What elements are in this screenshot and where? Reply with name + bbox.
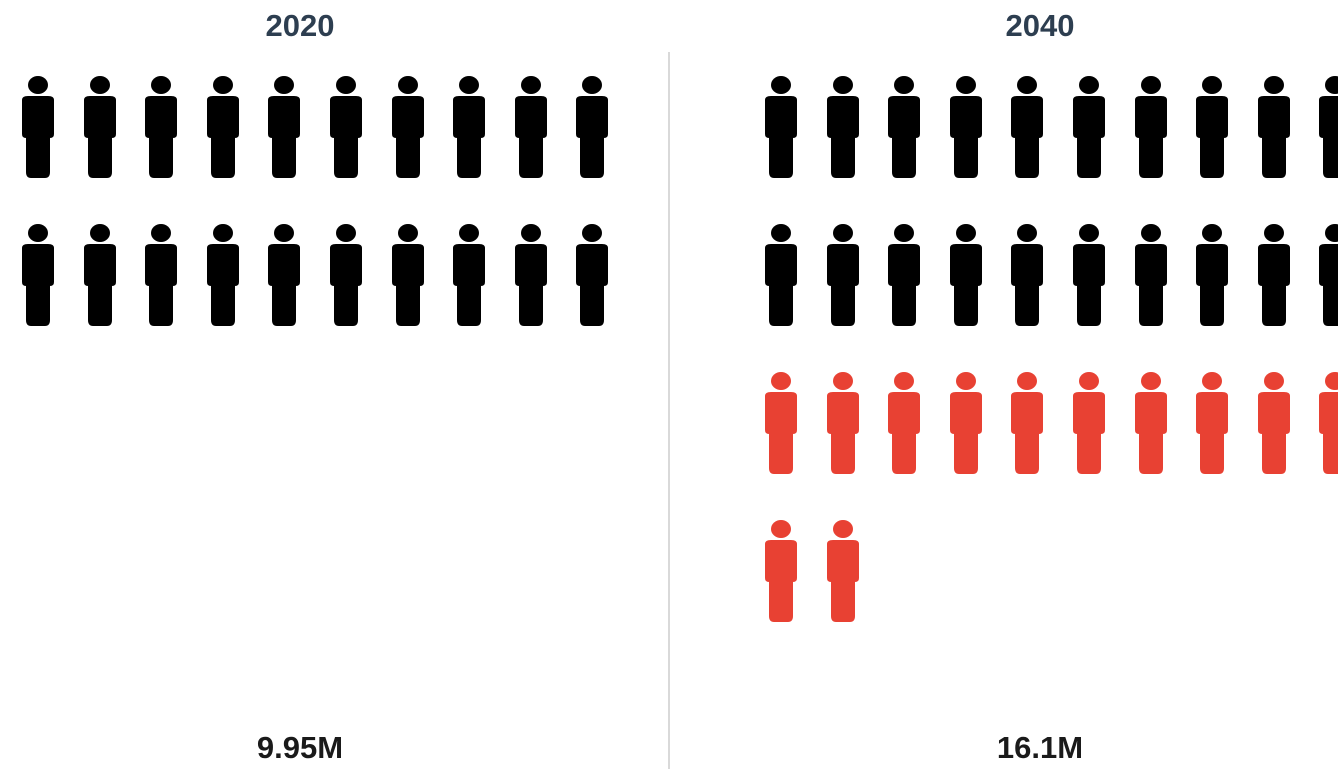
person-icon-added <box>944 370 988 476</box>
person-icon-added <box>882 370 926 476</box>
person-icon-existing <box>570 74 614 180</box>
person-icon-added <box>759 518 803 624</box>
person-icon-existing <box>262 74 306 180</box>
person-icon-existing <box>262 222 306 328</box>
panel-title-2020: 2020 <box>265 8 335 43</box>
person-icon-existing <box>1005 74 1049 180</box>
person-icon-existing <box>1190 222 1234 328</box>
total-label-2020: 9.95M <box>256 730 344 765</box>
person-icon-existing <box>1313 74 1338 180</box>
person-icon-existing <box>759 74 803 180</box>
person-icon-existing <box>16 74 60 180</box>
person-icon-added <box>759 370 803 476</box>
person-icon-existing <box>1067 222 1111 328</box>
person-icon-existing <box>1313 222 1338 328</box>
person-icon-existing <box>882 74 926 180</box>
person-icon-existing <box>821 222 865 328</box>
person-icon-existing <box>447 222 491 328</box>
person-icon-existing <box>139 222 183 328</box>
person-icon-added <box>821 518 865 624</box>
person-icon-existing <box>324 222 368 328</box>
person-icon-existing <box>1067 74 1111 180</box>
person-icon-added <box>1129 370 1173 476</box>
person-icon-existing <box>1129 74 1173 180</box>
person-icon-existing <box>821 74 865 180</box>
panel-2020: 2020 9.95M <box>0 0 668 769</box>
person-icon-existing <box>944 74 988 180</box>
person-icon-added <box>1190 370 1234 476</box>
person-icon-existing <box>386 74 430 180</box>
person-icon-existing <box>570 222 614 328</box>
person-icon-existing <box>139 74 183 180</box>
person-icon-existing <box>201 222 245 328</box>
person-icon-existing <box>386 222 430 328</box>
person-icon-existing <box>1129 222 1173 328</box>
person-icon-existing <box>1252 222 1296 328</box>
person-icon-existing <box>324 74 368 180</box>
person-icon-existing <box>944 222 988 328</box>
total-label-2040: 16.1M <box>996 730 1084 765</box>
person-icon-added <box>1313 370 1338 476</box>
person-icon-existing <box>447 74 491 180</box>
person-icon-existing <box>16 222 60 328</box>
panel-title-2040: 2040 <box>1005 8 1075 43</box>
person-icon-existing <box>759 222 803 328</box>
person-icon-added <box>821 370 865 476</box>
person-icon-added <box>1005 370 1049 476</box>
person-icon-existing <box>78 74 122 180</box>
person-icon-existing <box>509 222 553 328</box>
person-icon-existing <box>882 222 926 328</box>
person-icon-existing <box>201 74 245 180</box>
person-icon-existing <box>509 74 553 180</box>
person-icon-existing <box>78 222 122 328</box>
panel-divider <box>668 52 670 769</box>
person-icon-added <box>1252 370 1296 476</box>
person-icon-existing <box>1190 74 1234 180</box>
person-icon-existing <box>1252 74 1296 180</box>
person-icon-existing <box>1005 222 1049 328</box>
person-icon-added <box>1067 370 1111 476</box>
panel-2040: 2040 16.1M <box>670 0 1338 769</box>
